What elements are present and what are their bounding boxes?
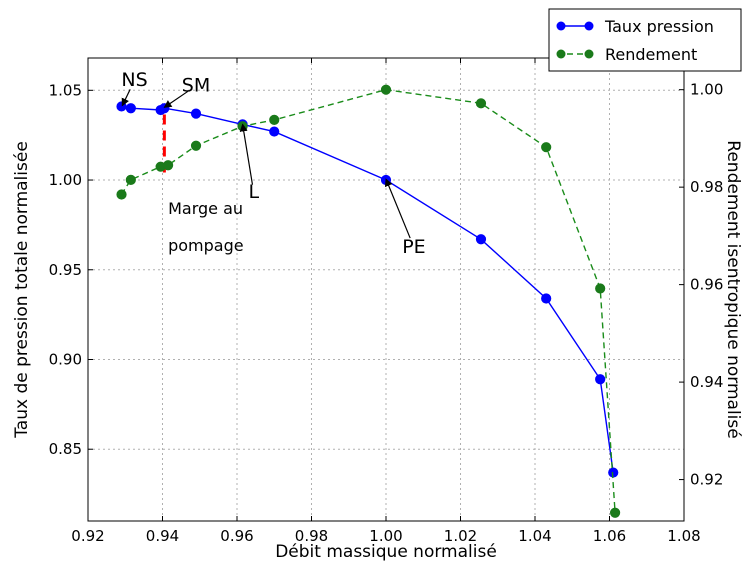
y-tick-label: 1.00 [49, 171, 82, 189]
x-tick-label: 1.08 [667, 527, 700, 545]
data-point [125, 174, 136, 185]
annotation-arrow [384, 178, 411, 239]
y-tick-label: 0.90 [49, 350, 82, 368]
data-point [269, 114, 280, 125]
annotation-label: SM [182, 74, 210, 96]
data-point [380, 84, 392, 95]
data-point [541, 142, 552, 153]
legend-marker [556, 49, 566, 59]
x-tick-label: 0.96 [220, 527, 253, 545]
data-point [595, 374, 606, 385]
y2-axis-label: Rendement isentropique normalisé [723, 140, 743, 438]
y2-tick-label: 1.00 [690, 81, 723, 99]
y-axis-label: Taux de pression totale normalisée [12, 141, 32, 439]
annotation-arrow [239, 123, 254, 185]
series-layer [116, 84, 621, 518]
x-tick-label: 1.06 [593, 527, 626, 545]
data-point [475, 234, 487, 245]
data-point [595, 283, 606, 294]
x-tick-label: 0.94 [146, 527, 179, 545]
y-tick-label: 0.95 [49, 261, 82, 279]
y2-tick-label: 0.96 [690, 276, 723, 294]
data-point [116, 189, 127, 200]
annotation-arrow [163, 90, 189, 108]
x-axis-label: Débit massique normalisé [275, 542, 497, 562]
annotation-label: Marge au [168, 199, 243, 218]
data-point [609, 507, 621, 518]
x-tick-label: 0.98 [295, 527, 328, 545]
data-point [190, 108, 202, 119]
annotation-label: L [248, 181, 259, 203]
legend-marker [584, 21, 594, 31]
annotation-label: NS [121, 69, 147, 91]
data-point [269, 126, 280, 137]
x-tick-label: 0.92 [71, 527, 104, 545]
data-point [541, 293, 552, 304]
annotations: NS SM L PE Marge au pompage [121, 69, 425, 258]
y-tick-label: 0.85 [49, 440, 82, 458]
legend-marker [584, 49, 594, 59]
x-tick-label: 1.00 [369, 527, 402, 545]
y2-tick-label: 0.92 [690, 471, 723, 489]
data-point [190, 140, 202, 151]
tick-labels: 0.92 0.94 0.96 0.98 1.00 1.02 1.04 1.06 1.08 0.85… [49, 58, 723, 545]
data-point [162, 160, 174, 171]
annotation-label: PE [402, 236, 425, 258]
y-tick-label: 1.05 [49, 81, 82, 99]
annotation-label: pompage [168, 236, 244, 255]
y2-tick-label: 0.98 [690, 178, 723, 196]
legend-marker [556, 21, 566, 31]
series-line-2 [120, 88, 616, 513]
data-point [116, 101, 127, 112]
grid [88, 58, 684, 521]
series-line-1 [121, 105, 614, 473]
data-point [475, 98, 487, 109]
legend-entry: Taux pression [604, 17, 714, 36]
annotation-arrow [121, 89, 131, 107]
y2-tick-label: 0.94 [690, 373, 723, 391]
legend-entry: Rendement [605, 45, 697, 64]
data-point [125, 103, 136, 114]
legend-box [548, 8, 742, 72]
x-tick-label: 1.02 [444, 527, 477, 545]
x-tick-label: 1.04 [518, 527, 551, 545]
legend: Taux pression Rendement [548, 8, 742, 72]
